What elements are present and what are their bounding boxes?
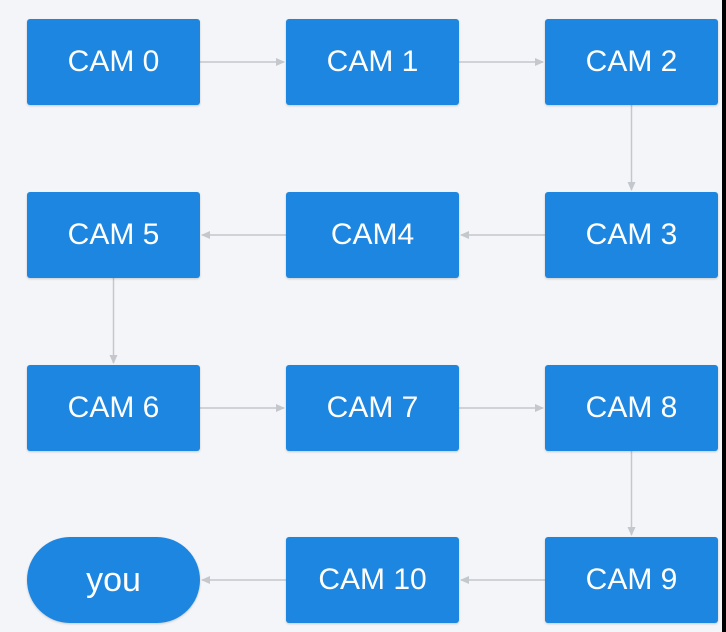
- node-cam-6: CAM 6: [27, 365, 200, 451]
- node-cam-5: CAM 5: [27, 192, 200, 278]
- right-border: [722, 0, 726, 632]
- node-cam-9: CAM 9: [545, 537, 718, 623]
- node-cam-4: CAM4: [286, 192, 459, 278]
- node-cam-7: CAM 7: [286, 365, 459, 451]
- node-cam-2: CAM 2: [545, 19, 718, 105]
- node-cam-3: CAM 3: [545, 192, 718, 278]
- node-you: you: [27, 537, 200, 623]
- node-cam-1: CAM 1: [286, 19, 459, 105]
- node-cam-10: CAM 10: [286, 537, 459, 623]
- node-cam-0: CAM 0: [27, 19, 200, 105]
- node-cam-8: CAM 8: [545, 365, 718, 451]
